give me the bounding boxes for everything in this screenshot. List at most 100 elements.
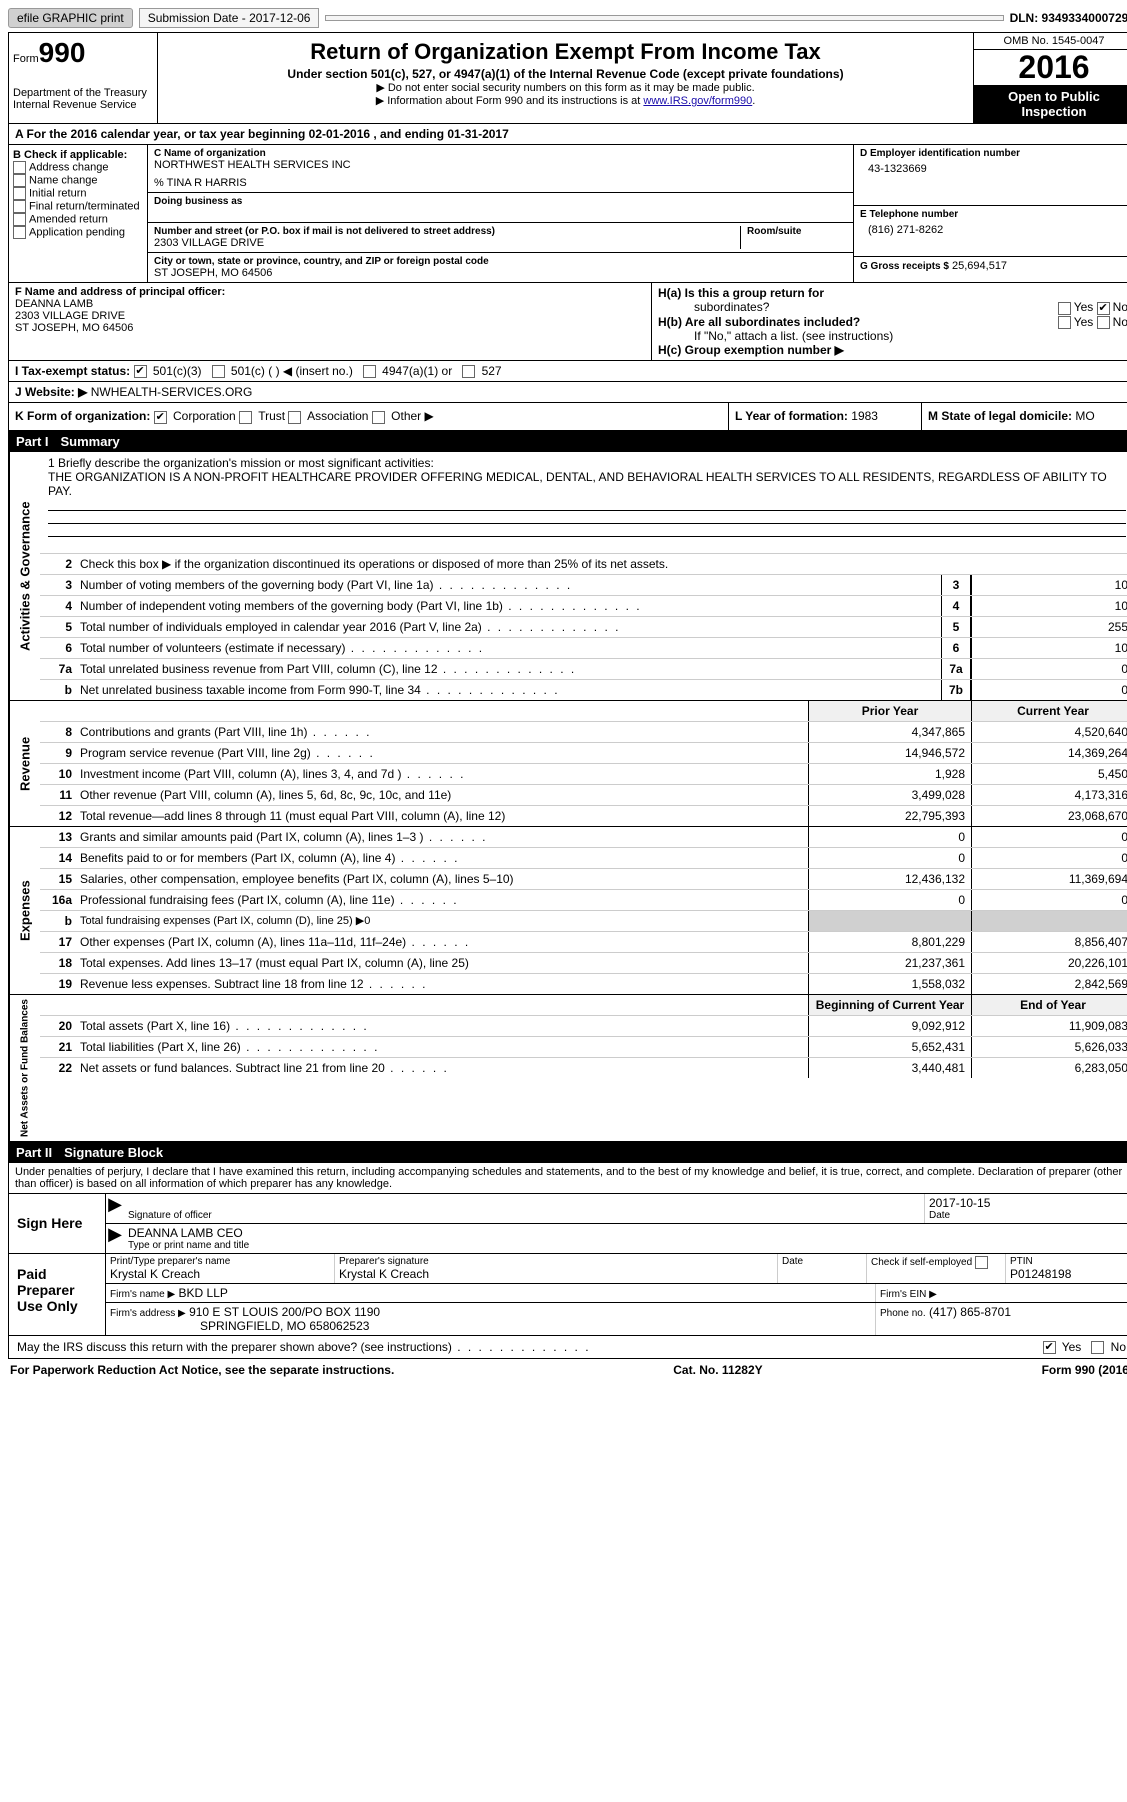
dln-label: DLN: 93493340007297 bbox=[1010, 11, 1127, 25]
activities-governance-block: Activities & Governance 1 Briefly descri… bbox=[8, 452, 1127, 701]
ein-label: D Employer identification number bbox=[860, 148, 1127, 159]
expenses-block: Expenses 13Grants and similar amounts pa… bbox=[8, 827, 1127, 995]
line6-val: 10 bbox=[971, 638, 1127, 658]
hc-label: H(c) Group exemption number ▶ bbox=[658, 343, 844, 357]
dba-label: Doing business as bbox=[154, 196, 847, 207]
firm-address: 910 E ST LOUIS 200/PO BOX 1190 bbox=[189, 1305, 380, 1319]
preparer-name: Krystal K Creach bbox=[110, 1267, 330, 1281]
website-value: NWHEALTH-SERVICES.ORG bbox=[91, 385, 253, 399]
cb-4947[interactable] bbox=[363, 365, 376, 378]
form-footer: Form 990 (2016) bbox=[1042, 1363, 1127, 1377]
cb-trust[interactable] bbox=[239, 411, 252, 424]
cb-other[interactable] bbox=[372, 411, 385, 424]
irs-label: Internal Revenue Service bbox=[13, 99, 153, 111]
cb-discuss-yes[interactable] bbox=[1043, 1341, 1056, 1354]
mission-text: THE ORGANIZATION IS A NON-PROFIT HEALTHC… bbox=[48, 470, 1126, 498]
row-k: K Form of organization: Corporation Trus… bbox=[8, 403, 1127, 430]
state-domicile: MO bbox=[1075, 409, 1094, 423]
line2-desc: Check this box ▶ if the organization dis… bbox=[76, 554, 1127, 574]
part-2-header: Part IISignature Block bbox=[8, 1142, 1127, 1163]
cb-assoc[interactable] bbox=[288, 411, 301, 424]
box-b-title: B Check if applicable: bbox=[13, 149, 143, 161]
preparer-sig: Krystal K Creach bbox=[339, 1267, 773, 1281]
revenue-block: Revenue Prior YearCurrent Year 8Contribu… bbox=[8, 701, 1127, 827]
paid-preparer-label: Paid Preparer Use Only bbox=[9, 1254, 106, 1335]
officer-printed: DEANNA LAMB CEO bbox=[128, 1226, 1127, 1240]
mission-label: 1 Briefly describe the organization's mi… bbox=[48, 456, 1126, 470]
penalty-statement: Under penalties of perjury, I declare th… bbox=[8, 1163, 1127, 1194]
form-subtitle: Under section 501(c), 527, or 4947(a)(1)… bbox=[166, 67, 965, 81]
firm-name: BKD LLP bbox=[179, 1286, 228, 1300]
tel-value: (816) 271-8262 bbox=[860, 220, 1127, 240]
org-name: NORTHWEST HEALTH SERVICES INC bbox=[154, 159, 847, 171]
form-title: Return of Organization Exempt From Incom… bbox=[166, 39, 965, 65]
city-label: City or town, state or province, country… bbox=[154, 256, 847, 267]
street-address: 2303 VILLAGE DRIVE bbox=[154, 237, 740, 249]
form-label: Form bbox=[13, 53, 39, 65]
cb-initial-return[interactable] bbox=[13, 187, 26, 200]
cb-corp[interactable] bbox=[154, 411, 167, 424]
dept-treasury: Department of the Treasury bbox=[13, 87, 153, 99]
paid-preparer-block: Paid Preparer Use Only Print/Type prepar… bbox=[8, 1254, 1127, 1336]
cb-address-change[interactable] bbox=[13, 161, 26, 174]
cb-discuss-no[interactable] bbox=[1091, 1341, 1104, 1354]
info-line: ▶ Information about Form 990 and its ins… bbox=[166, 94, 965, 107]
arrow-icon: ▶ bbox=[106, 1194, 124, 1223]
cb-501c[interactable] bbox=[212, 365, 225, 378]
cb-ha-no[interactable] bbox=[1097, 302, 1110, 315]
row-j: J Website: ▶ NWHEALTH-SERVICES.ORG bbox=[8, 382, 1127, 403]
prior-year-hdr: Prior Year bbox=[808, 701, 971, 721]
cb-hb-no[interactable] bbox=[1097, 316, 1110, 329]
cb-name-change[interactable] bbox=[13, 174, 26, 187]
ptin-value: P01248198 bbox=[1010, 1267, 1127, 1281]
ein-value: 43-1323669 bbox=[860, 159, 1127, 179]
cb-hb-yes[interactable] bbox=[1058, 316, 1071, 329]
tel-label: E Telephone number bbox=[860, 209, 1127, 220]
efile-print-button[interactable]: efile GRAPHIC print bbox=[8, 8, 133, 28]
omb-number: OMB No. 1545-0047 bbox=[974, 33, 1127, 50]
officer-name: DEANNA LAMB bbox=[15, 298, 645, 310]
city-state-zip: ST JOSEPH, MO 64506 bbox=[154, 267, 847, 279]
blank-field bbox=[325, 15, 1003, 21]
cat-no: Cat. No. 11282Y bbox=[673, 1363, 762, 1377]
addr-label: Number and street (or P.O. box if mail i… bbox=[154, 226, 740, 237]
line7b-val: 0 bbox=[971, 680, 1127, 700]
org-name-label: C Name of organization bbox=[154, 148, 847, 159]
paperwork-notice: For Paperwork Reduction Act Notice, see … bbox=[10, 1363, 394, 1377]
row-i: I Tax-exempt status: 501(c)(3) 501(c) ( … bbox=[8, 361, 1127, 382]
side-activities: Activities & Governance bbox=[9, 452, 40, 700]
officer-addr2: ST JOSEPH, MO 64506 bbox=[15, 322, 645, 334]
current-year-hdr: Current Year bbox=[971, 701, 1127, 721]
cb-501c3[interactable] bbox=[134, 365, 147, 378]
officer-addr1: 2303 VILLAGE DRIVE bbox=[15, 310, 645, 322]
line3-desc: Number of voting members of the governin… bbox=[76, 575, 941, 595]
sig-date: 2017-10-15 bbox=[929, 1196, 1127, 1210]
tax-year: 2016 bbox=[974, 50, 1127, 85]
gross-value: 25,694,517 bbox=[952, 260, 1007, 272]
entity-block: B Check if applicable: Address change Na… bbox=[8, 145, 1127, 283]
top-toolbar: efile GRAPHIC print Submission Date - 20… bbox=[8, 8, 1127, 28]
form-number: 990 bbox=[39, 37, 86, 68]
cb-amended[interactable] bbox=[13, 213, 26, 226]
gross-label: G Gross receipts $ bbox=[860, 261, 949, 272]
side-net-assets: Net Assets or Fund Balances bbox=[9, 995, 40, 1141]
room-label: Room/suite bbox=[747, 226, 847, 237]
cb-ha-yes[interactable] bbox=[1058, 302, 1071, 315]
cb-self-employed[interactable] bbox=[975, 1256, 988, 1269]
open-to-public: Open to PublicInspection bbox=[974, 85, 1127, 123]
line7a-val: 0 bbox=[971, 659, 1127, 679]
cb-app-pending[interactable] bbox=[13, 226, 26, 239]
line4-val: 10 bbox=[971, 596, 1127, 616]
sign-here-label: Sign Here bbox=[9, 1194, 106, 1253]
officer-label: F Name and address of principal officer: bbox=[15, 286, 645, 298]
cb-final-return[interactable] bbox=[13, 200, 26, 213]
irs-link[interactable]: www.IRS.gov/form990 bbox=[643, 95, 752, 107]
cb-527[interactable] bbox=[462, 365, 475, 378]
side-revenue: Revenue bbox=[9, 701, 40, 826]
part-1-header: Part ISummary bbox=[8, 431, 1127, 452]
line5-val: 255 bbox=[971, 617, 1127, 637]
sign-here-block: Sign Here ▶ Signature of officer 2017-10… bbox=[8, 1194, 1127, 1254]
form-header: Form990 Department of the Treasury Inter… bbox=[8, 32, 1127, 124]
year-formation: 1983 bbox=[851, 409, 878, 423]
ssn-warning: ▶ Do not enter social security numbers o… bbox=[166, 81, 965, 94]
